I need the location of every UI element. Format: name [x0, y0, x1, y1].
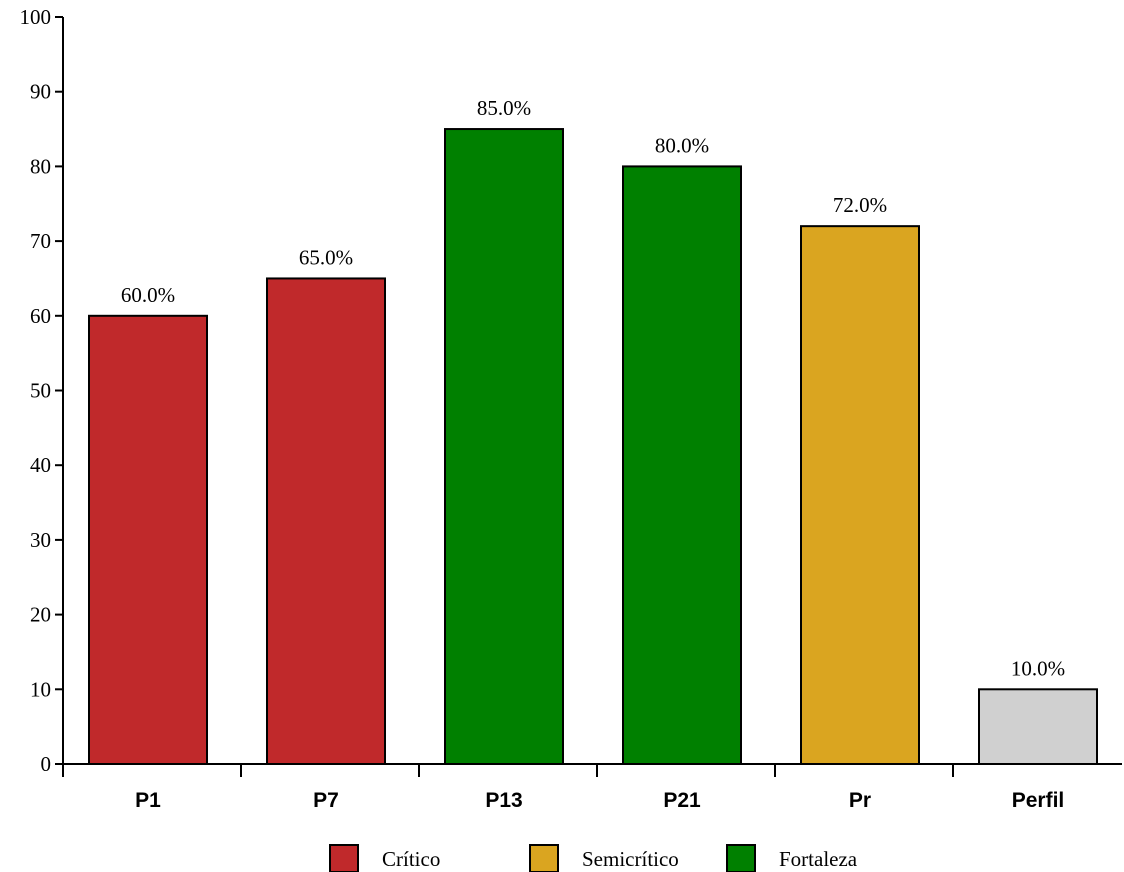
- x-tick-label: P7: [313, 789, 339, 812]
- data-labels: 60.0% 65.0% 85.0% 80.0% 72.0% 10.0%: [121, 96, 1065, 680]
- y-tick-label: 0: [41, 752, 52, 776]
- data-label: 85.0%: [477, 96, 531, 120]
- y-tick-label: 80: [30, 154, 51, 178]
- data-label: 80.0%: [655, 133, 709, 157]
- x-tick-label: P13: [485, 789, 522, 812]
- x-axis: P1 P7 P13 P21 Pr Perfil: [62, 763, 1122, 812]
- bar-perfil: [978, 688, 1098, 765]
- legend-label: Crítico: [382, 847, 440, 871]
- x-tick-label: P1: [135, 789, 161, 812]
- legend-swatch: [726, 844, 756, 872]
- legend-label: Fortaleza: [779, 847, 858, 871]
- bar-p21: [622, 165, 742, 765]
- data-label: 65.0%: [299, 245, 353, 269]
- y-tick-label: 90: [30, 80, 51, 104]
- x-tick-label: Perfil: [1012, 789, 1065, 812]
- bar-p7: [266, 277, 386, 765]
- y-tick-label: 20: [30, 603, 51, 627]
- y-tick-label: 60: [30, 304, 51, 328]
- y-axis: 0 10 20 30 40 50 60 70 80 90 100: [20, 5, 64, 776]
- bars: [88, 128, 1098, 766]
- legend: Crítico Semicrítico Fortaleza: [329, 844, 858, 872]
- data-label: 60.0%: [121, 283, 175, 307]
- bar-p13: [444, 128, 564, 766]
- x-tick-label: Pr: [849, 789, 871, 812]
- legend-label: Semicrítico: [582, 847, 679, 871]
- x-tick-label: P21: [663, 789, 701, 812]
- data-label: 10.0%: [1011, 656, 1065, 680]
- y-tick-label: 100: [20, 5, 52, 29]
- bar-pr: [800, 225, 920, 766]
- legend-swatch: [329, 844, 359, 872]
- y-tick-label: 70: [30, 229, 51, 253]
- bar-p1: [88, 314, 208, 765]
- y-tick-label: 50: [30, 379, 51, 403]
- y-tick-label: 10: [30, 677, 51, 701]
- y-tick-label: 40: [30, 453, 51, 477]
- y-tick-label: 30: [30, 528, 51, 552]
- legend-swatch: [529, 844, 559, 872]
- data-label: 72.0%: [833, 193, 887, 217]
